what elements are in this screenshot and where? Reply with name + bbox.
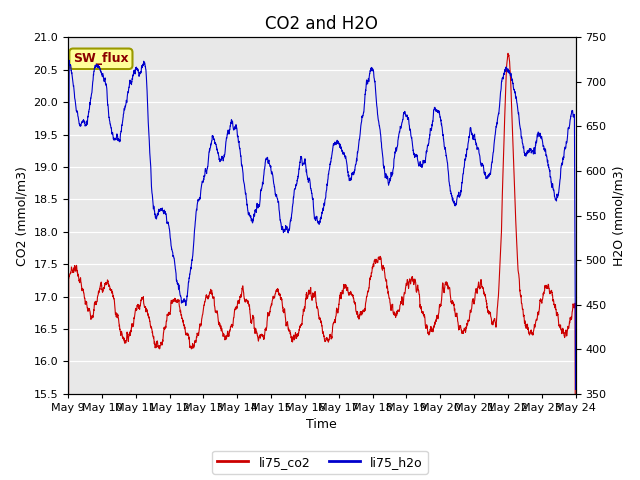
Title: CO2 and H2O: CO2 and H2O bbox=[266, 15, 378, 33]
Y-axis label: H2O (mmol/m3): H2O (mmol/m3) bbox=[612, 165, 625, 266]
X-axis label: Time: Time bbox=[307, 419, 337, 432]
Legend: li75_co2, li75_h2o: li75_co2, li75_h2o bbox=[212, 451, 428, 474]
Text: SW_flux: SW_flux bbox=[73, 52, 129, 65]
Y-axis label: CO2 (mmol/m3): CO2 (mmol/m3) bbox=[15, 166, 28, 265]
